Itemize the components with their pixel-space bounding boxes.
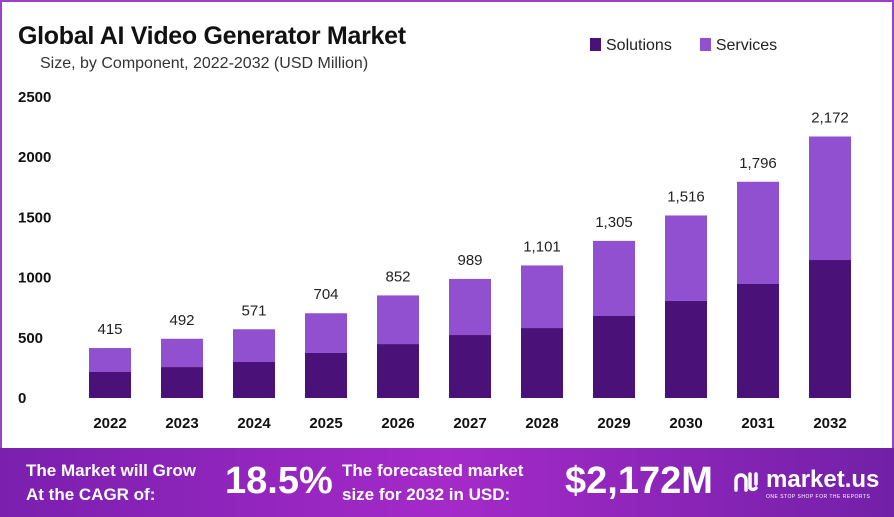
bar-solutions-2031 [737,283,779,398]
market-us-logo: market.us ONE STOP SHOP FOR THE REPORTS [732,466,879,500]
x-tick-label: 2030 [669,415,702,432]
x-tick-label: 2025 [309,415,342,432]
bar-services-2032 [809,136,851,261]
bar-services-2029 [593,240,635,317]
y-tick-label: 2000 [18,149,51,166]
x-tick-label: 2023 [165,415,198,432]
bar-solutions-2030 [665,300,707,398]
bar-services-2028 [521,265,563,329]
x-tick-label: 2029 [597,415,630,432]
legend-label: Services [715,37,778,54]
y-tick-label: 1500 [18,209,51,226]
bar-services-2026 [377,295,419,345]
legend-item-services: Services [699,37,778,55]
cagr-value: 18.5% [225,460,333,502]
logo-icon [734,472,758,492]
bar-chart: 0 500 1000 1500 2000 2500 415 2022 492 2023 571 202… [18,89,851,432]
y-tick-label: 500 [18,330,43,347]
legend: Solutions Services [590,37,777,55]
bar-solutions-2024 [233,362,275,398]
bar-solutions-2025 [305,352,347,398]
bar-services-2030 [665,215,707,301]
total-label: 415 [97,321,122,338]
total-label: 492 [169,312,194,329]
x-tick-label: 2026 [381,415,414,432]
x-tick-label: 2022 [93,415,126,432]
cagr-label: The Market will Grow At the CAGR of: [26,461,197,504]
bar-services-2023 [161,338,203,368]
total-label: 852 [385,268,410,285]
bar-solutions-2023 [161,367,203,398]
forecast-value: $2,172M [565,460,713,502]
legend-item-solutions: Solutions [590,37,672,55]
footer-banner: The Market will Grow At the CAGR of: 18.5… [0,448,894,517]
y-tick-label: 1000 [18,270,51,287]
bar-solutions-2028 [521,328,563,398]
chart-subtitle: Size, by Component, 2022-2032 (USD Milli… [40,55,369,72]
total-label: 2,172 [811,109,849,126]
total-label: 1,516 [667,188,705,205]
bar-solutions-2026 [377,344,419,398]
x-tick-label: 2024 [237,415,271,432]
total-label: 1,796 [739,155,777,172]
x-tick-label: 2031 [741,415,774,432]
x-tick-label: 2027 [453,415,486,432]
bar-services-2025 [305,313,347,353]
legend-label: Solutions [606,37,672,54]
y-tick-label: 0 [18,390,26,407]
bar-services-2031 [737,181,779,284]
total-label: 571 [241,302,266,319]
bar-services-2027 [449,278,491,336]
bar-services-2022 [89,348,131,372]
bar-solutions-2029 [593,316,635,398]
total-label: 1,305 [595,214,633,231]
forecast-label: The forecasted market size for 2032 in US… [342,461,524,504]
y-tick-label: 2500 [18,89,51,106]
total-label: 1,101 [523,238,561,255]
bar-services-2024 [233,329,275,363]
total-label: 989 [457,252,482,269]
x-tick-label: 2028 [525,415,558,432]
chart-title: Global AI Video Generator Market [18,22,406,50]
bar-solutions-2027 [449,335,491,398]
bar-solutions-2022 [89,371,131,398]
total-label: 704 [313,286,338,303]
x-tick-label: 2032 [813,415,846,432]
bar-solutions-2032 [809,260,851,398]
